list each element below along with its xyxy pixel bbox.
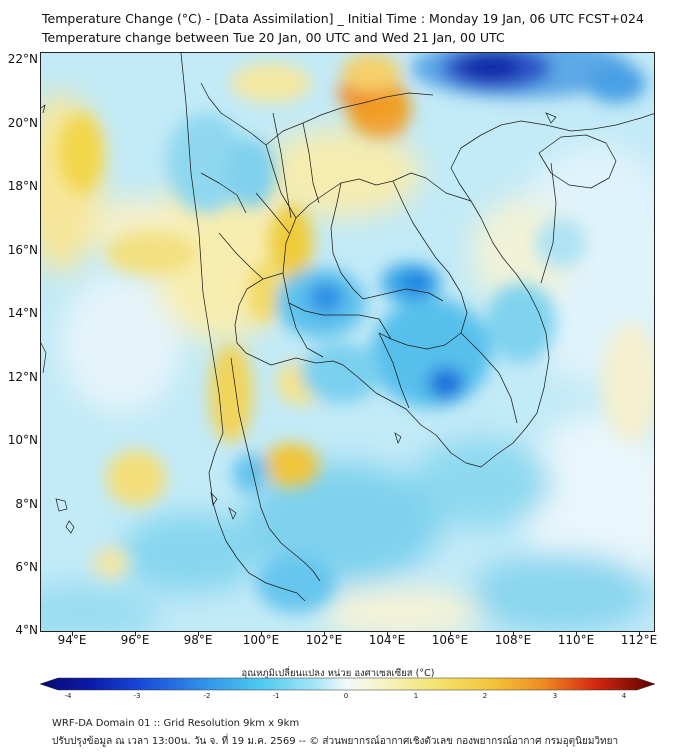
temperature-field	[41, 53, 654, 631]
footer-model-info: WRF-DA Domain 01 :: Grid Resolution 9km …	[52, 718, 300, 729]
colorbar-tick-label: -1	[272, 692, 280, 700]
lon-label: 106°E	[431, 633, 469, 647]
colorbar	[40, 677, 655, 691]
coastlines-and-borders	[41, 53, 654, 602]
colorbar-tick-label: 1	[413, 692, 419, 700]
lon-label: 102°E	[305, 633, 343, 647]
map-canvas	[41, 53, 654, 631]
lat-label: 14°N	[7, 306, 38, 320]
lat-label: 6°N	[15, 560, 38, 574]
lon-tick	[72, 632, 73, 636]
lon-label: 108°E	[494, 633, 532, 647]
lat-label: 4°N	[15, 623, 38, 637]
colorbar-tick-label: -2	[203, 692, 211, 700]
lon-tick	[387, 632, 388, 636]
lat-label: 10°N	[7, 433, 38, 447]
lon-tick	[450, 632, 451, 636]
lon-label: 104°E	[368, 633, 406, 647]
lon-tick	[576, 632, 577, 636]
lat-label: 22°N	[7, 52, 38, 66]
lon-label: 98°E	[183, 633, 213, 647]
footer-update-info: ปรับปรุงข้อมูล ณ เวลา 13:00น. วัน จ. ที่…	[52, 736, 619, 747]
colorbar-tick-label: -4	[64, 692, 72, 700]
lon-tick	[513, 632, 514, 636]
colorbar-tick-label: 2	[482, 692, 488, 700]
colorbar-bar	[40, 677, 655, 691]
temperature-map	[40, 52, 655, 632]
lon-tick	[324, 632, 325, 636]
islands	[41, 112, 557, 534]
lon-tick	[639, 632, 640, 636]
map-title: Temperature Change (°C) - [Data Assimila…	[42, 11, 644, 26]
lat-label: 16°N	[7, 243, 38, 257]
lon-tick	[135, 632, 136, 636]
lon-label: 100°E	[242, 633, 280, 647]
lon-label: 112°E	[620, 633, 658, 647]
lon-tick	[261, 632, 262, 636]
colorbar-title: อุณหภูมิเปลี่ยนแปลง หน่วย องศาเซลเซียส (…	[241, 668, 435, 679]
lon-label: 94°E	[57, 633, 87, 647]
colorbar-tick-label: 4	[621, 692, 627, 700]
lat-label: 8°N	[15, 497, 38, 511]
colorbar-tick-label: 0	[343, 692, 349, 700]
lat-label: 20°N	[7, 116, 38, 130]
lon-label: 110°E	[557, 633, 595, 647]
lon-tick	[198, 632, 199, 636]
lon-label: 96°E	[120, 633, 150, 647]
map-subtitle: Temperature change between Tue 20 Jan, 0…	[42, 30, 505, 45]
colorbar-tick-label: 3	[552, 692, 558, 700]
lat-label: 18°N	[7, 179, 38, 193]
colorbar-tick-label: -3	[133, 692, 141, 700]
lat-label: 12°N	[7, 370, 38, 384]
